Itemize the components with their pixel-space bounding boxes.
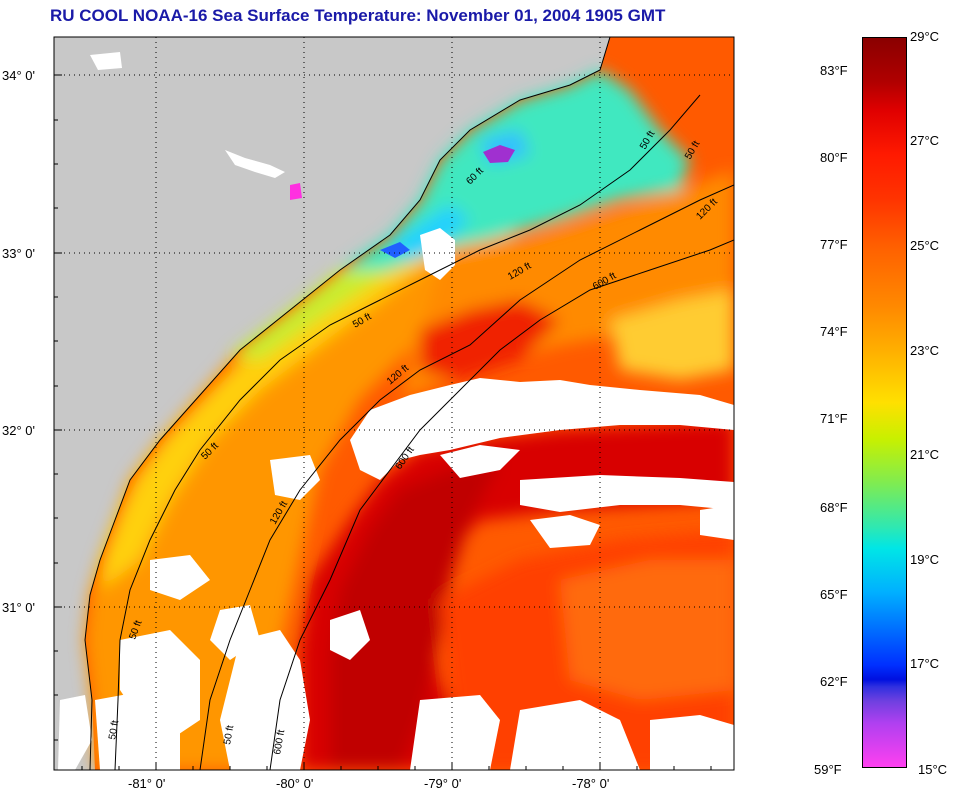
celsius-label: 29°C <box>910 29 940 44</box>
celsius-label: 15°C <box>918 762 948 777</box>
fahrenheit-label: 83°F <box>820 63 848 78</box>
fahrenheit-label: 65°F <box>820 587 848 602</box>
map-title: RU COOL NOAA-16 Sea Surface Temperature:… <box>50 6 666 25</box>
celsius-label: 27°C <box>910 133 940 148</box>
longitude-label: -81° 0' <box>128 776 165 791</box>
contour-label: 50 ft <box>107 719 121 740</box>
axis-ticks <box>54 74 712 770</box>
fahrenheit-label: 71°F <box>820 411 848 426</box>
fahrenheit-label: 68°F <box>820 500 848 515</box>
fahrenheit-label: 62°F <box>820 674 848 689</box>
latitude-label: 33° 0' <box>2 246 35 261</box>
map-frame <box>53 36 735 771</box>
temperature-colorbar <box>862 37 907 768</box>
fahrenheit-label: 59°F <box>814 762 842 777</box>
fahrenheit-label: 80°F <box>820 150 848 165</box>
longitude-label: -80° 0' <box>276 776 313 791</box>
contour-600ft <box>269 239 734 770</box>
longitude-label: -78° 0' <box>572 776 609 791</box>
celsius-label: 21°C <box>910 447 940 462</box>
longitude-label: -79° 0' <box>424 776 461 791</box>
celsius-label: 19°C <box>910 552 940 567</box>
coastline <box>84 37 611 770</box>
latitude-label: 32° 0' <box>2 423 35 438</box>
contour-50ft <box>114 94 701 770</box>
graticule <box>54 37 734 770</box>
cold-spot <box>380 242 410 258</box>
cold-spot <box>483 145 515 163</box>
celsius-label: 23°C <box>910 343 940 358</box>
contour-label: 600 ft <box>272 729 287 756</box>
celsius-label: 17°C <box>910 656 940 671</box>
fahrenheit-label: 77°F <box>820 237 848 252</box>
contour-120ft <box>199 184 734 770</box>
bathymetry-contours <box>114 94 734 770</box>
celsius-label: 25°C <box>910 238 940 253</box>
latitude-label: 31° 0' <box>2 600 35 615</box>
contour-label: 50 ft <box>222 724 236 745</box>
latitude-label: 34° 0' <box>2 68 35 83</box>
fahrenheit-label: 74°F <box>820 324 848 339</box>
cold-spot <box>290 183 302 200</box>
